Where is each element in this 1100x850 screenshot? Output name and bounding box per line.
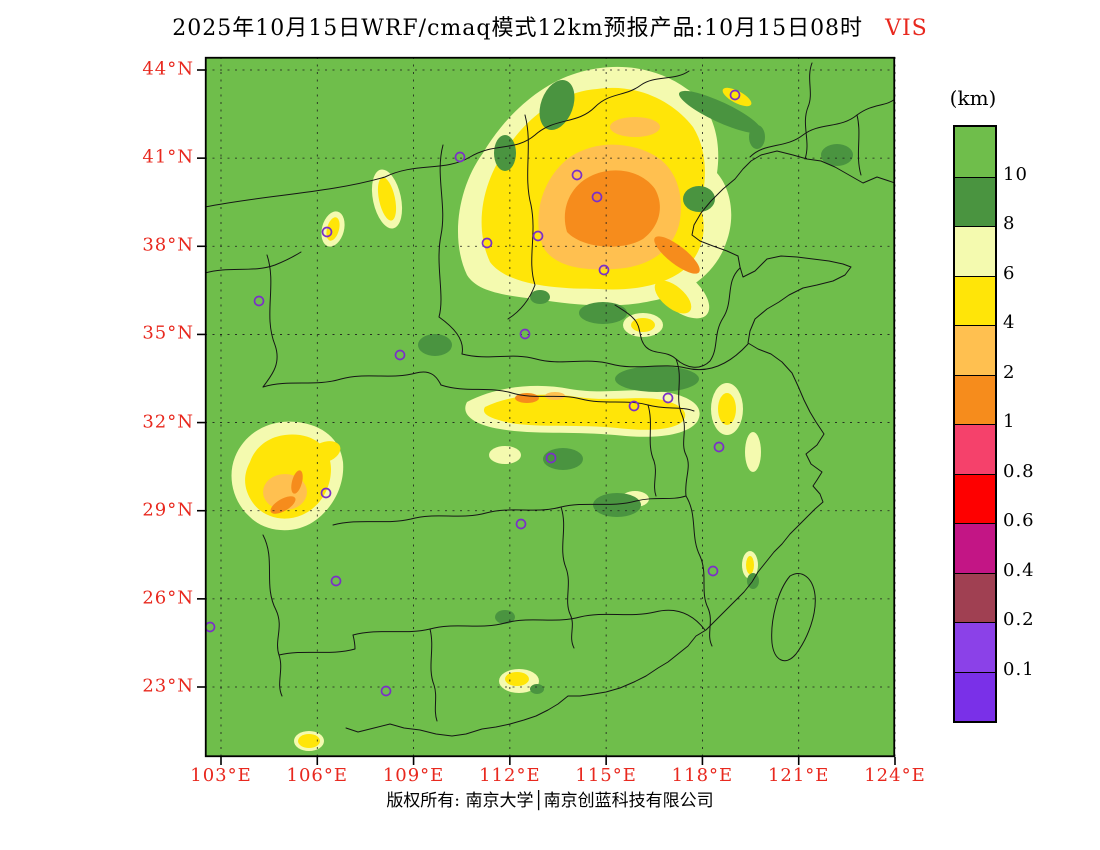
lon-label: 106°E <box>286 765 349 786</box>
colorbar-unit-label: (km) <box>949 86 997 110</box>
colorbar-tick: 2 <box>1003 361 1016 383</box>
axis-ticks <box>197 69 896 765</box>
city-marker-icon <box>454 151 466 163</box>
city-markers <box>205 89 741 697</box>
copyright-footer: 版权所有: 南京大学│南京创蓝科技有限公司 <box>386 791 714 811</box>
colorbar-tick: 0.6 <box>1003 510 1035 531</box>
lat-label: 32°N <box>142 411 194 433</box>
lon-label: 103°E <box>190 765 252 786</box>
city-marker-icon <box>662 392 674 404</box>
city-marker-icon <box>571 169 583 181</box>
colorbar-segment <box>955 473 995 523</box>
colorbar-segment <box>955 226 995 276</box>
colorbar-segment <box>955 127 995 177</box>
lon-label: 115°E <box>575 765 637 786</box>
colorbar-tick-labels: 10 8 6 4 2 1 0.8 0.6 0.4 0.2 0.1 <box>1003 125 1073 719</box>
lon-label: 121°E <box>767 765 830 786</box>
map-frame <box>197 56 896 765</box>
city-marker-icon <box>481 237 493 249</box>
city-marker-icon <box>253 295 265 307</box>
lat-label: 23°N <box>142 675 194 697</box>
title-text: 2025年10月15日WRF/cmaq模式12km预报产品:10月15日08时 <box>172 16 864 41</box>
title-variable: VIS <box>885 16 928 41</box>
colorbar-tick: 10 <box>1003 163 1028 185</box>
city-marker-icon <box>598 264 610 276</box>
lon-label: 124°E <box>864 765 926 786</box>
city-marker-icon <box>515 518 527 530</box>
colorbar-segment <box>955 374 995 424</box>
lat-label: 29°N <box>142 499 194 521</box>
colorbar-segment <box>955 572 995 622</box>
lon-label: 112°E <box>479 765 541 786</box>
city-marker-icon <box>320 487 332 499</box>
colorbar-tick: 8 <box>1003 213 1016 234</box>
colorbar-tick: 6 <box>1003 262 1016 284</box>
grid-lines <box>205 57 896 757</box>
city-marker-icon <box>532 230 544 242</box>
lon-label: 118°E <box>671 765 734 786</box>
lat-label: 35°N <box>142 322 194 344</box>
colorbar-segment <box>955 671 995 721</box>
colorbar-tick: 4 <box>1003 312 1016 333</box>
lat-label: 44°N <box>142 58 194 80</box>
city-marker-icon <box>713 441 725 453</box>
colorbar-tick: 0.8 <box>1003 460 1035 482</box>
city-marker-icon <box>321 226 333 238</box>
city-marker-icon <box>394 349 406 361</box>
city-marker-icon <box>628 400 640 412</box>
lon-label: 109°E <box>382 765 445 786</box>
taiwan-outline <box>771 573 816 662</box>
province-borders <box>205 62 895 737</box>
colorbar-segment <box>955 622 995 672</box>
lat-label: 26°N <box>142 587 194 609</box>
vis-patches <box>231 66 853 751</box>
colorbar-segments <box>953 125 997 723</box>
coastline <box>345 150 895 737</box>
colorbar-tick: 1 <box>1003 411 1016 432</box>
colorbar-segment <box>955 275 995 325</box>
colorbar-segment <box>955 523 995 573</box>
lat-label: 41°N <box>142 146 194 168</box>
lat-label: 38°N <box>142 234 194 256</box>
city-marker-icon <box>729 89 741 101</box>
page-title: 2025年10月15日WRF/cmaq模式12km预报产品:10月15日08时 … <box>0 10 1100 42</box>
colorbar-tick: 0.2 <box>1003 609 1035 630</box>
colorbar-segment <box>955 325 995 375</box>
colorbar-tick: 0.1 <box>1003 658 1035 680</box>
map-frame-border <box>204 56 896 758</box>
forecast-map <box>197 56 896 765</box>
colorbar-segment <box>955 424 995 474</box>
city-marker-icon <box>330 575 342 587</box>
colorbar-segment <box>955 176 995 226</box>
colorbar-tick: 0.4 <box>1003 559 1035 581</box>
city-marker-icon <box>519 328 531 340</box>
city-marker-icon <box>591 191 603 203</box>
city-marker-icon <box>545 452 557 464</box>
city-marker-icon <box>707 565 719 577</box>
city-marker-icon <box>380 685 392 697</box>
